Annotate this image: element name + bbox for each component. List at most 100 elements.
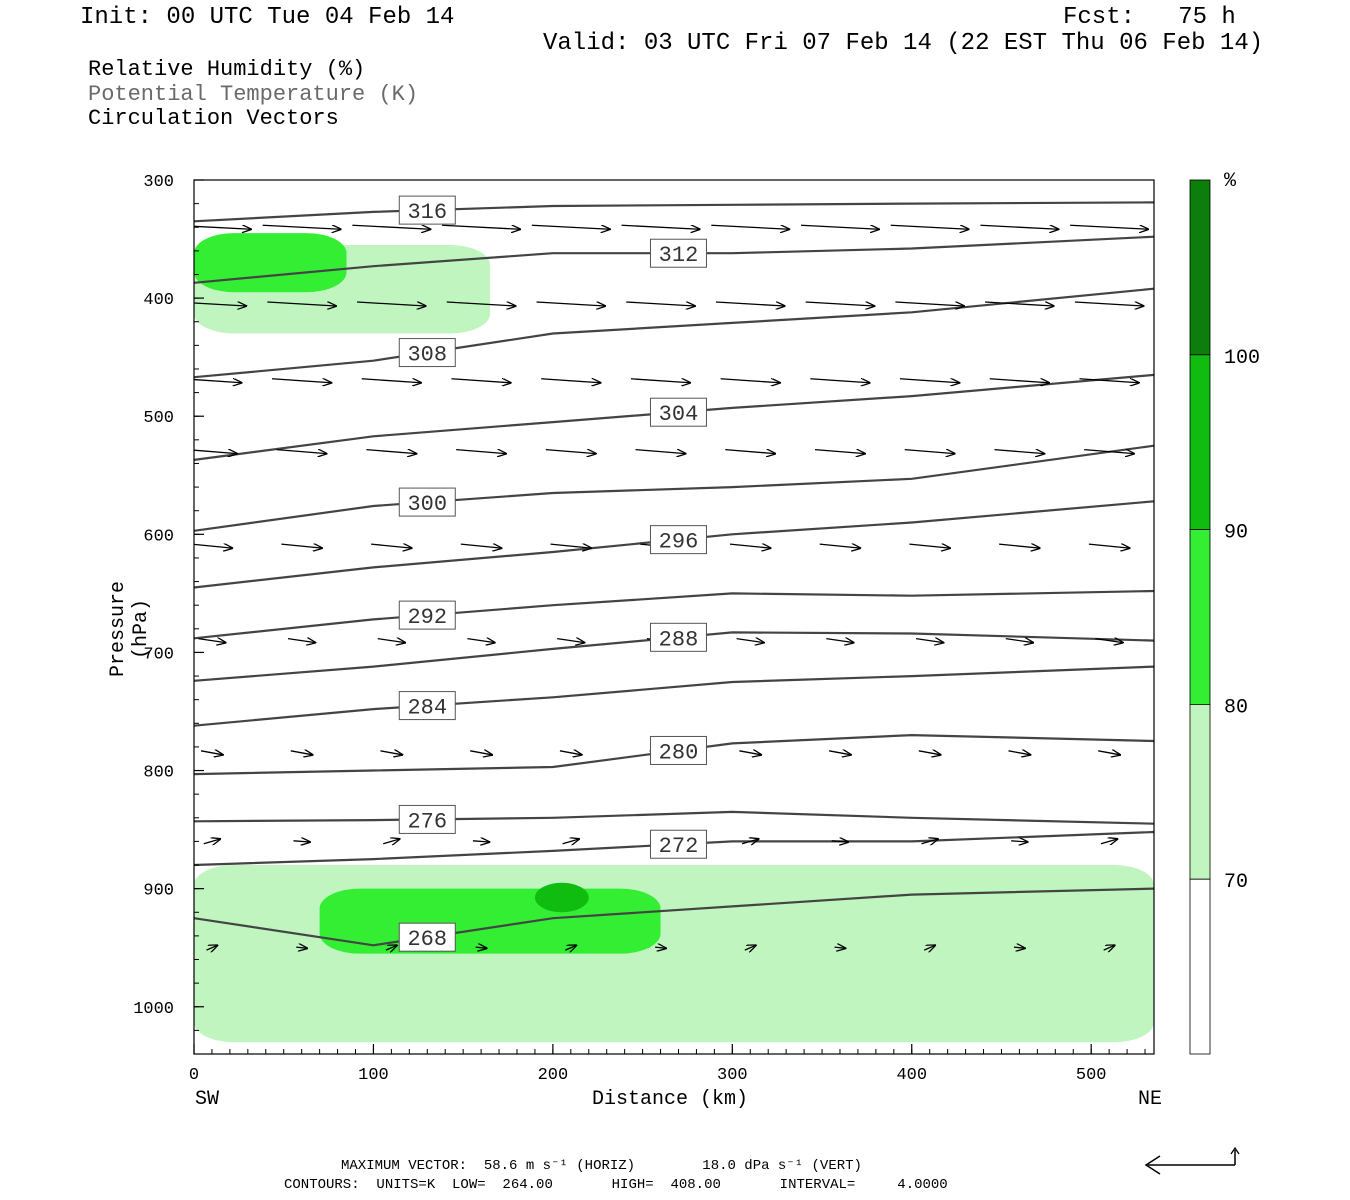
theta-contour-312 <box>194 235 1154 284</box>
circulation-vector <box>1011 841 1027 842</box>
circulation-vector <box>739 751 761 755</box>
circulation-vector <box>909 544 950 548</box>
circulation-vector <box>831 841 848 842</box>
circulation-vector <box>1103 945 1115 950</box>
contour-label-box-280 <box>649 735 707 765</box>
circulation-vector <box>361 378 421 383</box>
forecast-hour: Fcst: 75 h <box>1063 4 1236 31</box>
circulation-vector <box>380 751 402 755</box>
theta-contour-276 <box>194 810 1154 825</box>
colorbar-tick-label: 100 <box>1224 347 1260 370</box>
circulation-vector <box>1005 639 1033 643</box>
circulation-vector <box>271 378 331 383</box>
circulation-vector <box>194 225 251 229</box>
contour-label-box-300 <box>398 487 456 517</box>
contour-label-308: 308 <box>407 343 447 368</box>
footer-contours: CONTOURS: UNITS=K LOW= 264.00 HIGH= 408.… <box>284 1177 948 1193</box>
colorbar-segment <box>1189 179 1211 356</box>
contour-label-box-308 <box>398 338 456 368</box>
circulation-vector <box>1008 751 1031 755</box>
circulation-vector <box>536 301 606 306</box>
rh-shade-80-1 <box>194 233 347 293</box>
circulation-vector <box>890 224 969 229</box>
y-tick-label: 600 <box>143 527 174 546</box>
circulation-vector <box>371 544 412 548</box>
circulation-vector <box>744 945 756 950</box>
circulation-vector <box>352 224 430 229</box>
init-time: Init: 00 UTC Tue 04 Feb 14 <box>80 4 455 31</box>
circulation-vector <box>531 224 610 229</box>
circulation-vector <box>550 544 592 548</box>
circulation-vector <box>900 378 959 383</box>
theta-contour-292 <box>194 589 1154 640</box>
circulation-vector <box>385 945 397 950</box>
circulation-vector <box>729 544 771 548</box>
contour-label-304: 304 <box>659 402 699 427</box>
circulation-vector <box>921 839 938 844</box>
circulation-vector <box>1098 751 1120 755</box>
y-tick-label: 300 <box>143 173 174 192</box>
colorbar-tick-label: 80 <box>1224 696 1248 719</box>
circulation-vector <box>357 301 426 306</box>
circulation-vector <box>1100 839 1117 844</box>
theta-contour-288 <box>194 631 1154 682</box>
circulation-vector <box>1088 544 1130 548</box>
contour-label-box-292 <box>398 600 456 630</box>
circulation-vector <box>999 544 1040 548</box>
legend-rh: Relative Humidity (%) <box>88 57 366 82</box>
circulation-vector <box>267 301 336 306</box>
circulation-vector <box>456 450 506 454</box>
theta-contour-268 <box>194 887 1154 947</box>
circulation-vector <box>720 378 780 383</box>
contour-label-box-268 <box>398 922 456 952</box>
circulation-vector <box>989 378 1049 383</box>
circulation-vector <box>442 224 520 229</box>
circulation-vector <box>904 450 955 454</box>
x-tick-label: 0 <box>189 1066 199 1085</box>
circulation-vector <box>194 379 241 383</box>
circulation-vector <box>541 378 600 383</box>
legend-theta: Potential Temperature (K) <box>88 82 419 107</box>
contour-label-288: 288 <box>659 627 699 652</box>
x-axis-label: Distance (km) <box>592 1088 749 1111</box>
contour-label-box-316 <box>398 195 456 225</box>
circulation-vector <box>1079 378 1139 383</box>
circulation-vector <box>203 839 220 844</box>
circulation-vector <box>915 639 943 643</box>
theta-contour-272 <box>194 830 1154 867</box>
circulation-vector <box>711 224 789 229</box>
x-tick-label: 400 <box>896 1066 927 1085</box>
circulation-vector <box>293 841 309 842</box>
circulation-vector <box>383 839 399 844</box>
theta-contour-300 <box>194 444 1154 532</box>
contour-label-284: 284 <box>407 696 447 721</box>
circulation-vector <box>460 544 502 548</box>
circulation-vector <box>715 301 785 306</box>
circulation-vector <box>814 450 865 454</box>
contour-label-box-272 <box>649 829 707 859</box>
reference-vector-icon <box>1144 1146 1240 1175</box>
circulation-vector <box>565 945 576 950</box>
circulation-vector <box>545 450 596 454</box>
theta-contour-284 <box>194 665 1154 727</box>
x-axis-right-label: NE <box>1138 1088 1163 1111</box>
plot-frame <box>193 179 1155 1055</box>
y-axis-label: Pressure (hPa) <box>107 581 153 678</box>
x-axis-left-label: SW <box>195 1088 220 1111</box>
circulation-vector <box>194 450 237 454</box>
contour-label-312: 312 <box>659 243 699 268</box>
circulation-vector <box>635 450 686 454</box>
circulation-vector <box>194 544 233 548</box>
x-tick-label: 100 <box>358 1066 389 1085</box>
circulation-vector <box>276 450 327 454</box>
circulation-vector <box>819 544 861 548</box>
contour-label-box-312 <box>649 238 707 268</box>
circulation-vector <box>559 751 582 755</box>
circulation-vector <box>621 224 700 229</box>
y-tick-label: 700 <box>143 645 174 664</box>
circulation-vector <box>366 450 416 454</box>
contour-label-box-284 <box>398 691 456 721</box>
contour-label-272: 272 <box>659 834 699 859</box>
circulation-vector <box>834 947 846 948</box>
circulation-vector <box>1074 301 1144 306</box>
